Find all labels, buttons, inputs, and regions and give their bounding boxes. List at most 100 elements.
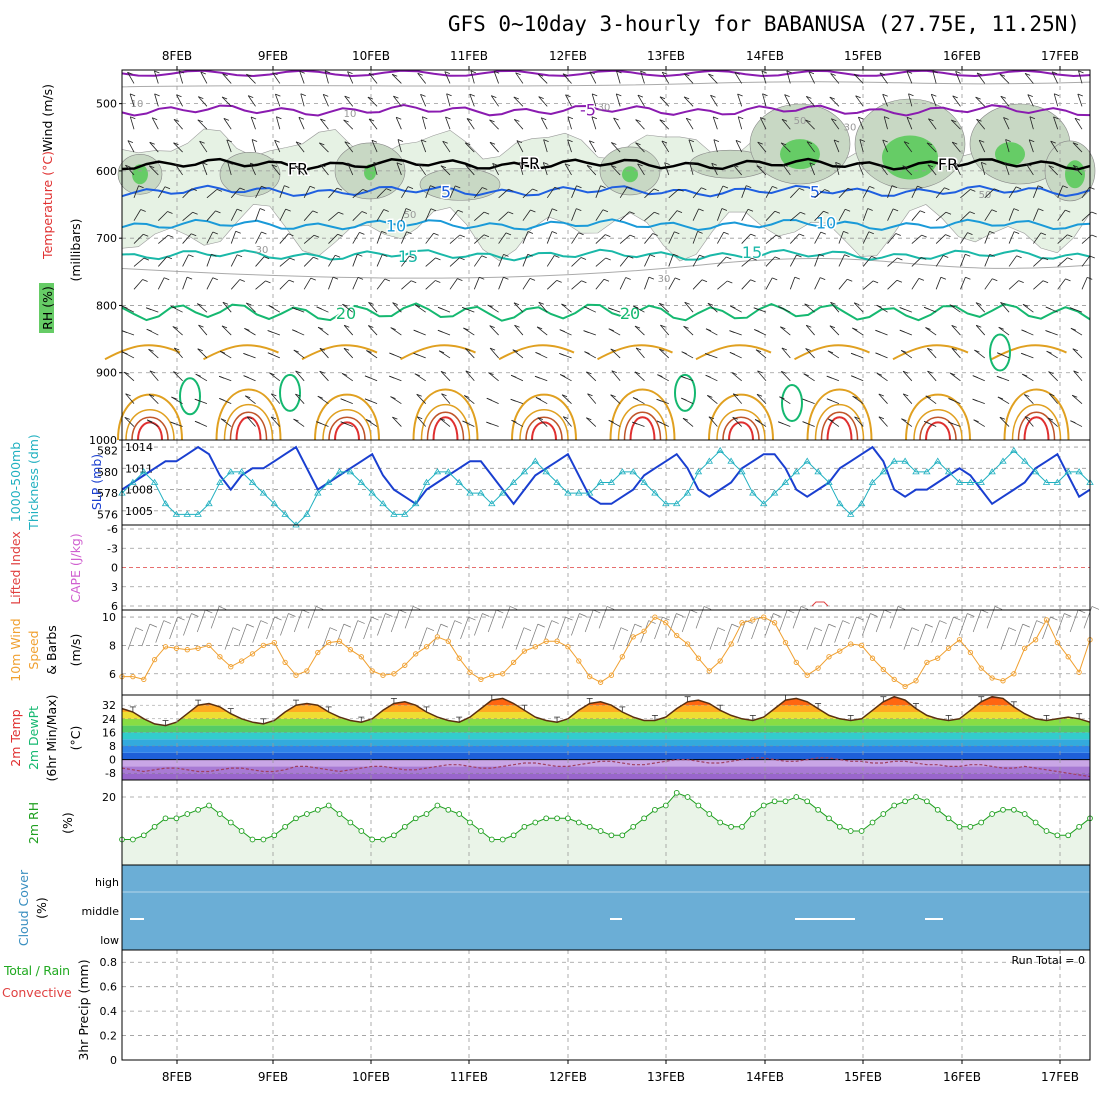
wind-barb (371, 140, 378, 153)
cloud-layer-label: low (100, 934, 119, 947)
wind-barb (420, 94, 426, 97)
wind-barb (926, 142, 937, 153)
wind-barb (381, 231, 387, 234)
thickness-tick-label: 578 (97, 487, 118, 500)
wind-barb (756, 165, 762, 169)
wind-barb (707, 302, 714, 306)
wind-barb (778, 306, 784, 309)
wind-barb (682, 417, 694, 427)
wind-barb (661, 140, 668, 144)
wind-barb (414, 304, 421, 308)
thickness-point (988, 468, 996, 475)
wind-barb (970, 189, 976, 192)
wind-barb (649, 254, 656, 258)
rh-point (293, 815, 299, 822)
wind-barb (774, 210, 781, 214)
thickness-point (814, 468, 822, 475)
wind-barb (595, 278, 605, 290)
wind-barb (522, 188, 533, 199)
wind-barb (149, 142, 159, 153)
wind-barb (420, 139, 427, 153)
wind-barb (154, 93, 160, 97)
thickness-point (455, 478, 463, 485)
wind-barb (546, 280, 557, 290)
wind-barb (133, 209, 142, 221)
thickness-point (379, 499, 387, 507)
wind-barb (945, 234, 951, 237)
wind-barb (294, 165, 301, 169)
wind-barb (896, 279, 903, 283)
wind-barb (473, 187, 483, 199)
wind-barb (176, 94, 182, 98)
wind-barb (741, 185, 747, 198)
thickness-point (792, 468, 801, 475)
wind-barb (1051, 71, 1059, 84)
wind-barb (861, 613, 871, 636)
wind-barb (923, 306, 930, 310)
temp-contour (806, 388, 873, 441)
wind-barb (465, 370, 475, 382)
wind-barb (640, 70, 645, 84)
wind-barb (1033, 232, 1042, 244)
wind-barb (1057, 257, 1068, 267)
rh-point (151, 823, 158, 830)
wind-barb (538, 96, 544, 99)
wind-barb (790, 211, 801, 221)
wind-barb (887, 185, 893, 198)
wind-barb (576, 185, 582, 189)
wind-barb (1057, 234, 1068, 244)
rh-point (739, 823, 745, 830)
wind-barb (171, 396, 177, 400)
wind-barb (401, 186, 409, 199)
wind-barb (538, 301, 544, 305)
wind-barb (532, 188, 538, 192)
date-label-bottom: 13FEB (647, 1070, 685, 1084)
wind-barb (844, 208, 851, 212)
wind-barb (853, 73, 860, 77)
wind-barb (486, 397, 492, 401)
wind-barb (439, 418, 451, 427)
rh-point (956, 823, 963, 830)
wind-barb (851, 375, 857, 379)
wind-barb (546, 231, 553, 244)
wind-barb (172, 326, 178, 329)
wind-barb (1022, 373, 1028, 377)
wind-barb (129, 116, 135, 130)
date-label-bottom: 9FEB (258, 1070, 288, 1084)
wind-barb (437, 306, 444, 310)
wind-barb (368, 302, 374, 305)
wind-barb (899, 329, 905, 333)
wind-barb (368, 118, 378, 130)
wind-barb (732, 393, 742, 404)
wind-barb (462, 420, 468, 424)
wind-barb (1055, 613, 1065, 636)
wind-barb (733, 393, 739, 397)
wind-barb (418, 627, 428, 650)
wind-barb (668, 277, 676, 290)
wind-barb (219, 398, 225, 401)
wind-barb (595, 185, 601, 198)
wind-barb (707, 303, 718, 313)
wind-barb (344, 95, 350, 99)
wind-barb (1053, 116, 1059, 130)
wind-barb (805, 119, 815, 130)
wind-barb (879, 164, 885, 167)
contour-label: 5 (810, 182, 820, 201)
wind-barb (984, 254, 991, 267)
wind-barb (391, 74, 402, 84)
wind-barb (862, 256, 872, 267)
wind-barb (198, 96, 204, 99)
date-axis-bottom: 8FEB 9FEB 10FEB 11FEB 12FEB 13FEB 14FEB 15FEB 16… (162, 1070, 1079, 1084)
wind-barb (316, 306, 322, 310)
wind-barb (390, 396, 402, 405)
wind-barb (949, 372, 956, 376)
wind-barb (469, 93, 475, 107)
wind-barb (141, 624, 151, 647)
wind-barb (878, 416, 885, 420)
wind-barb (960, 211, 971, 221)
wind-barb (490, 95, 499, 107)
wind-barb (972, 609, 982, 633)
wind-barb (202, 162, 208, 166)
date-label-bottom: 8FEB (162, 1070, 192, 1084)
thickness-tick-label: 576 (97, 508, 118, 521)
